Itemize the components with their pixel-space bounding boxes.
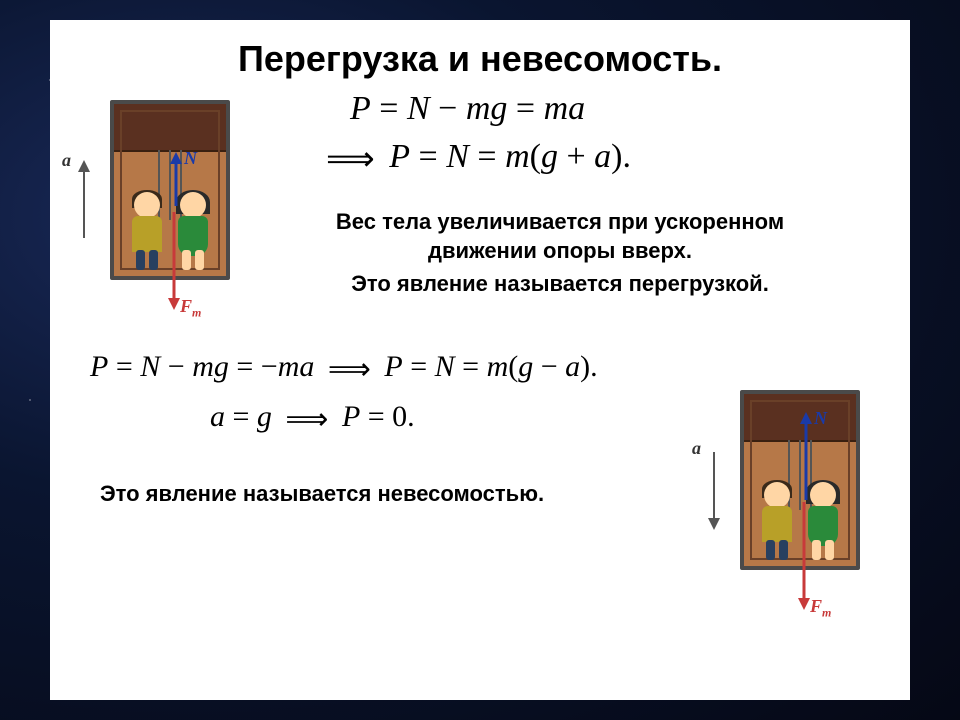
formula-down-1: P = N − mg = −ma ⟹ P = N = m(g − a). — [90, 350, 598, 387]
slide-title: Перегрузка и невесомость. — [50, 20, 910, 90]
elevator-down-group: a⃗ N — [740, 390, 860, 570]
slide-content: a⃗ N — [50, 90, 910, 690]
n-arrow-down-diagram — [798, 412, 814, 502]
text-down: Это явление называется невесомостью. — [80, 480, 640, 509]
slide: Перегрузка и невесомость. a⃗ — [50, 20, 910, 700]
n-arrow-up — [168, 152, 184, 208]
n-label-up: N — [184, 148, 197, 169]
formula-up-2: ⟹ P = N = m(g + a). — [320, 138, 631, 179]
elevator-up-group: a⃗ N — [110, 100, 230, 280]
f-arrow-down-diagram — [796, 500, 812, 610]
n-label-down-diagram: N — [814, 408, 827, 429]
f-label-down-diagram: Fт — [810, 596, 831, 621]
formula-up-1: P = N − mg = ma — [350, 90, 585, 128]
a-arrow-up — [74, 160, 94, 240]
f-label-up-diagram: Fт — [180, 296, 201, 321]
a-label-up: a⃗ — [62, 150, 85, 171]
text-up-2: Это явление называется перегрузкой. — [280, 270, 840, 299]
text-up-1: Вес тела увеличивается при ускоренном дв… — [280, 208, 840, 265]
f-arrow-up-diagram — [166, 210, 182, 310]
a-label-down: a⃗ — [692, 438, 715, 459]
formula-down-2: a = g ⟹ P = 0. — [210, 400, 415, 437]
a-arrow-down — [704, 450, 724, 530]
